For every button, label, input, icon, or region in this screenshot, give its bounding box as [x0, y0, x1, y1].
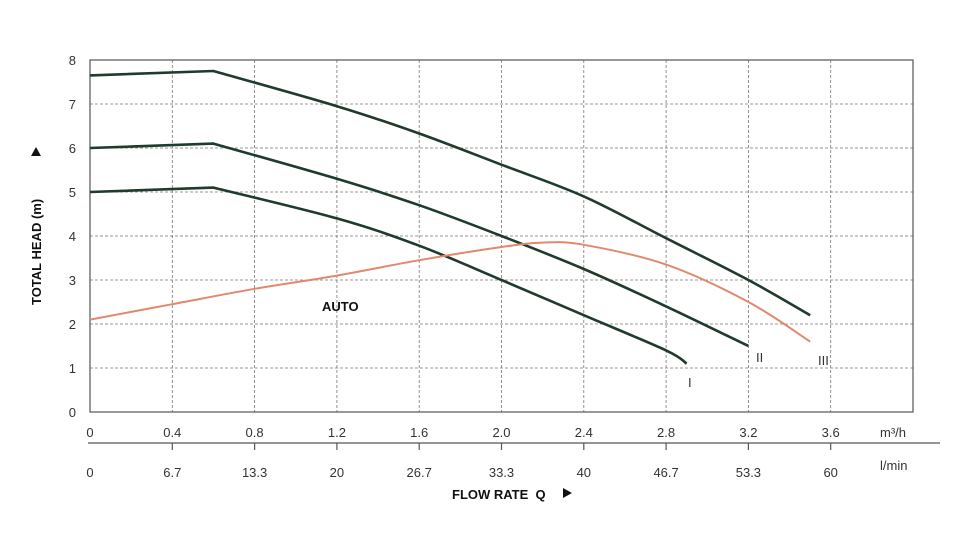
tick-labels: 012345678000.46.70.813.31.2201.626.72.03… — [69, 53, 840, 480]
x-tick-label: 1.6 — [410, 425, 428, 440]
y-tick-label: 3 — [69, 273, 76, 288]
x-secondary-tick-label: 26.7 — [407, 465, 432, 480]
x-tick-label: 2.4 — [575, 425, 593, 440]
x-tick-label: 0 — [86, 425, 93, 440]
curves — [89, 69, 811, 365]
y-tick-label: 0 — [69, 405, 76, 420]
x-tick-label: 2.8 — [657, 425, 675, 440]
y-axis-label: TOTAL HEAD (m) — [29, 199, 44, 305]
x-axis-label: FLOW RATE Q — [452, 487, 546, 502]
curve-i — [89, 186, 688, 365]
y-tick-label: 4 — [69, 229, 76, 244]
curve-iii — [89, 69, 811, 317]
curve-auto — [89, 241, 811, 343]
x-tick-label: 0.8 — [246, 425, 264, 440]
x-tick-label: 1.2 — [328, 425, 346, 440]
x-axis-arrow-icon — [563, 488, 572, 498]
plot-frame — [89, 59, 914, 413]
x-secondary-tick-label: 53.3 — [736, 465, 761, 480]
series-label-auto: AUTO — [322, 299, 359, 314]
x-tick-label: 0.4 — [163, 425, 181, 440]
x-secondary-tick-label: 40 — [577, 465, 591, 480]
x-unit-secondary: l/min — [880, 458, 907, 473]
x-tick-label: 2.0 — [492, 425, 510, 440]
x-secondary-tick-label: 13.3 — [242, 465, 267, 480]
x-tick-label: 3.2 — [739, 425, 757, 440]
x-secondary-tick-label: 6.7 — [163, 465, 181, 480]
x-secondary-tick-label: 0 — [86, 465, 93, 480]
y-tick-label: 7 — [69, 97, 76, 112]
series-label-ii: II — [756, 350, 763, 365]
series-label-i: I — [688, 375, 692, 390]
x-unit-primary: m³/h — [880, 425, 906, 440]
y-tick-label: 1 — [69, 361, 76, 376]
y-tick-label: 5 — [69, 185, 76, 200]
y-tick-label: 2 — [69, 317, 76, 332]
y-axis-arrow-icon — [31, 147, 41, 156]
y-tick-label: 6 — [69, 141, 76, 156]
curve-ii — [89, 142, 749, 348]
x-secondary-tick-label: 60 — [823, 465, 837, 480]
x-secondary-tick-label: 33.3 — [489, 465, 514, 480]
x-tick-label: 3.6 — [822, 425, 840, 440]
y-tick-label: 8 — [69, 53, 76, 68]
grid — [88, 59, 940, 444]
series-label-iii: III — [818, 353, 829, 368]
x-secondary-tick-label: 46.7 — [653, 465, 678, 480]
x-secondary-tick-label: 20 — [330, 465, 344, 480]
